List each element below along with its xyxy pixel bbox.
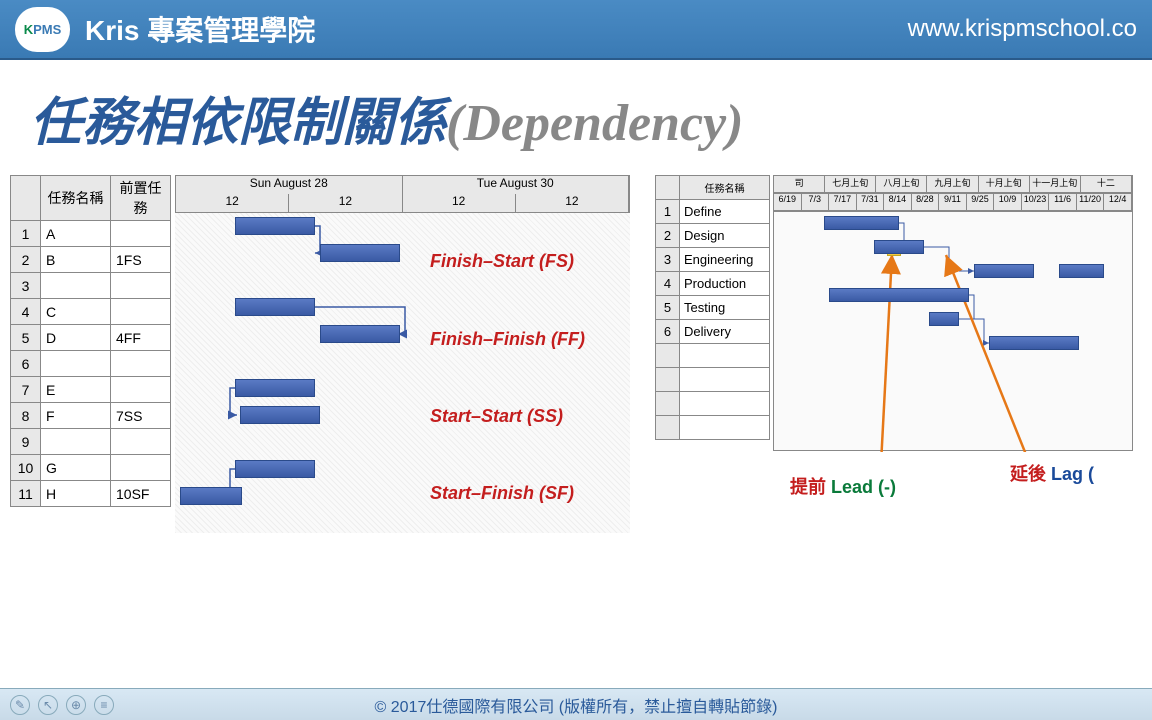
table-row: 2B1FS xyxy=(11,247,171,273)
table-row: 4C xyxy=(11,299,171,325)
footer: ✎ ↖ ⊕ ≡ © 2017仕德國際有限公司 (版權所有，禁止擅自轉貼節錄) xyxy=(0,688,1152,720)
table-row: 5Testing xyxy=(656,296,770,320)
header: KPMS Kris 專案管理學院 www.krispmschool.co xyxy=(0,0,1152,60)
page-title: 任務相依限制關係(Dependency) xyxy=(0,60,1152,175)
gantt-bar xyxy=(180,487,242,505)
lead-label: 提前 Lead (-) xyxy=(790,473,896,499)
table-row xyxy=(656,344,770,368)
table-row xyxy=(656,416,770,440)
right-panel: 任務名稱 1Define2Design3Engineering4Producti… xyxy=(655,175,1135,507)
gantt-bar xyxy=(829,288,969,302)
title-en: (Dependency) xyxy=(446,95,743,152)
gantt-bar xyxy=(974,264,1034,278)
table-row: 4Production xyxy=(656,272,770,296)
dependency-label: Start–Finish (SF) xyxy=(430,483,574,504)
footer-text: © 2017仕德國際有限公司 (版權所有，禁止擅自轉貼節錄) xyxy=(375,693,778,717)
schedule-task-table: 任務名稱 1Define2Design3Engineering4Producti… xyxy=(655,175,770,440)
dependency-label: Finish–Finish (FF) xyxy=(430,329,585,350)
table-row: 6Delivery xyxy=(656,320,770,344)
table-row xyxy=(656,392,770,416)
table-row: 8F7SS xyxy=(11,403,171,429)
table-row: 10G xyxy=(11,455,171,481)
table-row xyxy=(656,368,770,392)
gantt-bar xyxy=(320,325,400,343)
pointer-icon[interactable]: ↖ xyxy=(38,695,58,715)
table-row: 1A xyxy=(11,221,171,247)
gantt-left: Sun August 28Tue August 30 12121212 xyxy=(175,175,630,533)
table-row: 7E xyxy=(11,377,171,403)
brand-title: Kris 專案管理學院 xyxy=(85,9,315,49)
gantt-bar xyxy=(989,336,1079,350)
logo: KPMS xyxy=(15,7,70,52)
dependency-label: Start–Start (SS) xyxy=(430,406,563,427)
table-row: 9 xyxy=(11,429,171,455)
table-row: 11H10SF xyxy=(11,481,171,507)
dependency-task-table: 任務名稱前置任務 1A2B1FS34C5D4FF67E8F7SS910G11H1… xyxy=(10,175,171,507)
menu-icon[interactable]: ≡ xyxy=(94,695,114,715)
gantt-bar xyxy=(1059,264,1104,278)
gantt-bar xyxy=(235,298,315,316)
table-row: 1Define xyxy=(656,200,770,224)
gantt-bar xyxy=(235,217,315,235)
gantt-bar xyxy=(874,240,924,254)
gantt-bar xyxy=(320,244,400,262)
pen-icon[interactable]: ✎ xyxy=(10,695,30,715)
gantt-body-2 xyxy=(773,211,1133,451)
logo-text: KPMS xyxy=(24,22,62,37)
footer-icons: ✎ ↖ ⊕ ≡ xyxy=(10,695,114,715)
gantt-bar xyxy=(235,379,315,397)
lag-label: 延後 Lag ( xyxy=(1010,460,1094,486)
gantt-right: 司七月上旬八月上旬九月上旬十月上旬十一月上旬十二 6/197/37/177/31… xyxy=(773,175,1133,451)
gantt-bar xyxy=(929,312,959,326)
table-row: 5D4FF xyxy=(11,325,171,351)
col-predecessor: 前置任務 xyxy=(111,176,171,221)
header-url: www.krispmschool.co xyxy=(908,15,1137,43)
table-row: 3Engineering xyxy=(656,248,770,272)
gantt-header: Sun August 28Tue August 30 12121212 xyxy=(175,175,630,213)
stamp-icon[interactable]: ⊕ xyxy=(66,695,86,715)
table-row: 2Design xyxy=(656,224,770,248)
gantt-bar xyxy=(824,216,899,230)
table-row: 6 xyxy=(11,351,171,377)
gantt-bar xyxy=(235,460,315,478)
dependency-label: Finish–Start (FS) xyxy=(430,251,574,272)
table-row: 3 xyxy=(11,273,171,299)
col-task-name-2: 任務名稱 xyxy=(680,176,770,200)
content: 任務名稱前置任務 1A2B1FS34C5D4FF67E8F7SS910G11H1… xyxy=(0,175,1152,507)
gantt-bar xyxy=(240,406,320,424)
col-task-name: 任務名稱 xyxy=(41,176,111,221)
title-cn: 任務相依限制關係 xyxy=(30,95,446,152)
left-panel: 任務名稱前置任務 1A2B1FS34C5D4FF67E8F7SS910G11H1… xyxy=(10,175,630,507)
schedule-arrows xyxy=(774,212,1134,452)
